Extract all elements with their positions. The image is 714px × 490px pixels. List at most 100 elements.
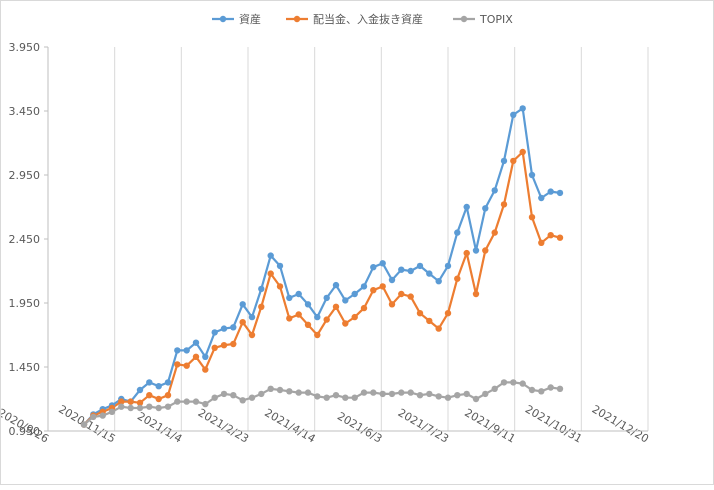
data-point xyxy=(342,394,349,401)
data-point xyxy=(528,214,536,221)
data-point xyxy=(538,194,545,202)
data-point xyxy=(370,287,377,294)
series-line xyxy=(83,150,561,426)
data-point xyxy=(454,392,461,399)
data-point xyxy=(519,105,526,112)
data-point xyxy=(248,394,256,401)
data-point xyxy=(332,392,340,399)
data-point xyxy=(463,249,470,257)
legend-label: TOPIX xyxy=(479,13,513,26)
data-point xyxy=(202,366,209,373)
data-point xyxy=(174,398,181,405)
data-point xyxy=(332,303,340,310)
data-point xyxy=(304,321,312,328)
data-point xyxy=(360,389,368,396)
data-point xyxy=(482,247,489,254)
data-point xyxy=(276,283,284,290)
data-point xyxy=(164,379,172,386)
data-point xyxy=(239,319,246,326)
data-point xyxy=(127,398,134,405)
data-point xyxy=(258,303,265,310)
data-point xyxy=(538,388,545,395)
data-point xyxy=(491,229,498,236)
data-point xyxy=(267,385,274,392)
data-point xyxy=(314,331,321,339)
data-point xyxy=(342,320,349,327)
legend-marker xyxy=(219,15,227,23)
data-point xyxy=(183,398,190,405)
x-tick-label: 2021/12/20 xyxy=(590,403,651,446)
y-tick-label: 0.950 xyxy=(9,425,41,438)
data-point xyxy=(192,353,200,360)
data-point xyxy=(155,404,162,412)
data-point xyxy=(435,278,442,285)
data-point xyxy=(547,188,554,195)
data-point xyxy=(248,331,256,339)
data-point xyxy=(90,413,97,421)
data-point xyxy=(426,270,433,277)
x-tick-label: 2021/10/31 xyxy=(523,403,584,446)
data-point xyxy=(258,285,265,293)
data-point xyxy=(416,392,424,399)
data-point xyxy=(463,390,470,398)
data-point xyxy=(323,394,330,401)
data-point xyxy=(80,421,88,428)
data-point xyxy=(276,262,284,270)
legend-marker xyxy=(460,15,468,23)
data-point xyxy=(220,325,228,332)
data-point xyxy=(547,384,554,391)
data-point xyxy=(407,293,414,300)
data-point xyxy=(388,390,396,398)
data-point xyxy=(183,362,190,369)
data-point xyxy=(379,390,386,398)
data-point xyxy=(472,395,480,403)
data-point xyxy=(398,290,405,298)
data-point xyxy=(314,393,321,400)
data-point xyxy=(230,340,237,348)
data-point xyxy=(286,388,293,395)
data-point xyxy=(472,247,480,254)
data-point xyxy=(454,275,461,282)
data-point xyxy=(407,267,414,275)
data-point xyxy=(528,386,536,394)
x-tick-label: 2021/4/14 xyxy=(262,406,317,445)
data-point xyxy=(220,390,228,398)
data-point xyxy=(472,290,480,298)
data-point xyxy=(127,404,134,412)
data-point xyxy=(174,347,181,354)
data-point xyxy=(248,313,256,321)
data-point xyxy=(323,316,330,323)
data-point xyxy=(183,347,190,354)
x-tick-label: 2021/2/23 xyxy=(196,406,251,445)
data-point xyxy=(379,283,386,290)
data-point xyxy=(556,234,564,241)
data-point xyxy=(370,264,377,271)
data-point xyxy=(454,229,461,236)
data-point xyxy=(164,403,172,410)
data-point xyxy=(416,310,424,317)
data-point xyxy=(435,325,442,332)
data-point xyxy=(267,252,274,259)
data-point xyxy=(510,111,517,119)
legend-label: 資産 xyxy=(239,13,261,26)
data-point xyxy=(482,205,489,212)
y-tick-label: 1.450 xyxy=(9,361,41,374)
data-point xyxy=(174,361,181,368)
data-point xyxy=(519,380,526,387)
data-point xyxy=(463,203,470,211)
data-point xyxy=(108,408,116,415)
data-point xyxy=(286,315,293,322)
data-point xyxy=(295,389,302,396)
data-point xyxy=(146,379,153,386)
data-point xyxy=(370,389,377,396)
data-point xyxy=(304,389,312,396)
data-point xyxy=(323,294,330,302)
x-tick-label: 2021/9/11 xyxy=(462,406,517,445)
data-point xyxy=(426,390,433,398)
y-tick-label: 3.950 xyxy=(9,41,41,54)
data-point xyxy=(211,344,218,351)
data-point xyxy=(379,260,386,267)
data-point xyxy=(286,294,293,302)
